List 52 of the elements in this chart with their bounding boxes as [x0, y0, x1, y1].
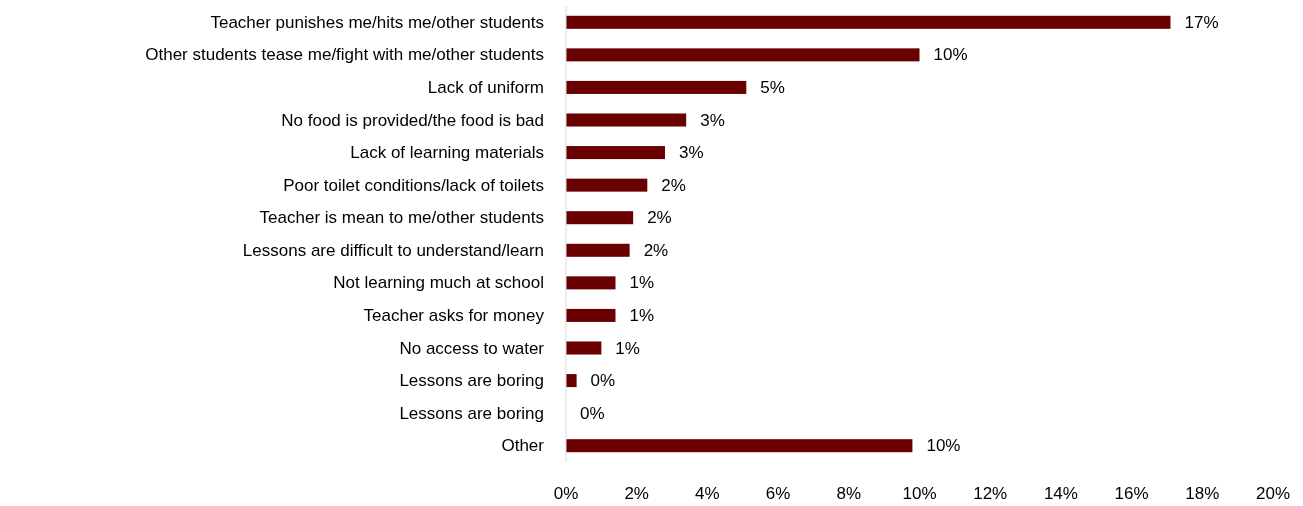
bar: [566, 48, 920, 62]
x-tick-label: 16%: [1114, 483, 1149, 503]
x-tick-label: 10%: [902, 483, 937, 503]
x-tick-label: 2%: [624, 483, 649, 503]
data-label: 2%: [647, 208, 672, 228]
data-label: 17%: [1184, 12, 1219, 32]
data-label: 0%: [580, 403, 605, 423]
bar: [566, 211, 634, 225]
x-tick-label: 0%: [553, 483, 579, 503]
bar: [566, 146, 665, 160]
y-tick-label: Teacher punishes me/hits me/other students: [210, 12, 544, 32]
data-label: 0%: [590, 371, 616, 391]
y-tick-label: Lack of uniform: [427, 77, 544, 97]
x-tick-label: 14%: [1043, 483, 1078, 503]
y-tick-label: Other: [501, 436, 545, 456]
bar: [566, 80, 747, 94]
bar: [566, 341, 602, 355]
y-tick-label: Poor toilet conditions/lack of toilets: [283, 175, 544, 195]
data-label: 5%: [760, 77, 785, 97]
data-label: 2%: [643, 240, 669, 260]
y-tick-label: Lessons are boring: [399, 403, 544, 423]
bar: [566, 276, 616, 290]
y-tick-label: No access to water: [399, 338, 545, 358]
data-label: 10%: [926, 436, 961, 456]
y-tick-label: Lessons are difficult to understand/learn: [242, 240, 544, 260]
bar: [566, 439, 913, 453]
y-tick-label: Lack of learning materials: [350, 143, 544, 163]
x-tick-label: 6%: [765, 483, 791, 503]
x-tick-label: 12%: [973, 483, 1008, 503]
y-tick-label: Other students tease me/fight with me/other students: [145, 45, 544, 65]
data-label: 3%: [678, 143, 704, 163]
bar: [566, 113, 687, 127]
x-tick-label: 4%: [695, 483, 720, 503]
y-tick-label: Lessons are boring: [399, 371, 544, 391]
x-tick-label: 18%: [1185, 483, 1220, 503]
data-label: 1%: [615, 338, 640, 358]
bar: [566, 243, 630, 257]
data-label: 1%: [629, 273, 655, 293]
bar: [566, 308, 616, 322]
y-tick-label: Teacher is mean to me/other students: [259, 208, 544, 228]
x-tick-label: 8%: [836, 483, 862, 503]
data-label: 10%: [933, 45, 968, 65]
data-label: 2%: [661, 175, 686, 195]
x-tick-label: 20%: [1255, 483, 1291, 503]
bar: [566, 15, 1171, 29]
y-tick-label: Not learning much at school: [333, 273, 544, 293]
data-label: 1%: [629, 305, 655, 325]
y-tick-label: No food is provided/the food is bad: [281, 110, 544, 130]
bar: [566, 178, 648, 192]
data-label: 3%: [700, 110, 725, 130]
y-tick-label: Teacher asks for money: [363, 305, 545, 325]
bar: [566, 374, 577, 388]
